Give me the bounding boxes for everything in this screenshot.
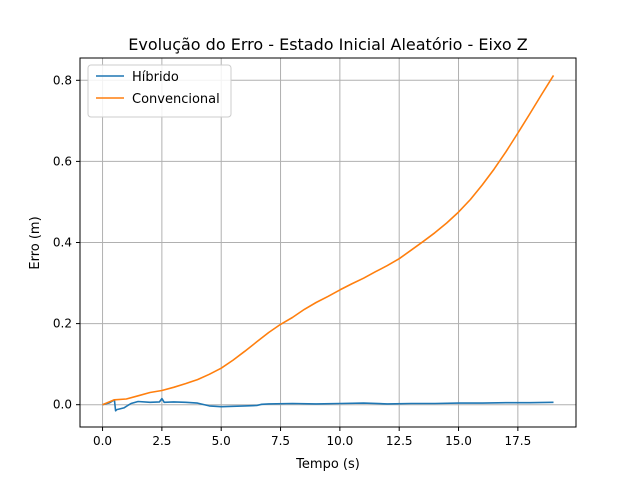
x-axis-label: Tempo (s): [295, 457, 360, 472]
legend: Híbrido Convencional: [87, 64, 232, 118]
legend-label-1: Convencional: [132, 92, 220, 107]
legend-box: [87, 64, 232, 118]
legend-label-0: Híbrido: [132, 70, 179, 85]
grid: [80, 58, 576, 427]
x-tick-label: 17.5: [504, 434, 531, 448]
series-line-0: [102, 397, 554, 412]
series-lines: [102, 74, 555, 412]
y-tick-label: 0.2: [53, 317, 72, 331]
series-line-1: [102, 74, 555, 406]
x-tick-label: 10.0: [327, 434, 354, 448]
x-tick-label: 0.0: [93, 434, 112, 448]
y-tick-label: 0.8: [53, 73, 72, 87]
x-tick-label: 15.0: [445, 434, 472, 448]
axes: [76, 57, 577, 431]
y-tick-label: 0.0: [53, 398, 72, 412]
chart-title: Evolução do Erro - Estado Inicial Aleató…: [128, 35, 528, 54]
x-tick-label: 2.5: [152, 434, 171, 448]
y-axis-label: Erro (m): [28, 216, 43, 269]
y-tick-label: 0.4: [53, 236, 72, 250]
x-tick-label: 7.5: [271, 434, 290, 448]
x-tick-label: 5.0: [212, 434, 231, 448]
plot-frame: [79, 57, 577, 428]
x-tick-label: 12.5: [386, 434, 413, 448]
y-tick-label: 0.6: [53, 154, 72, 168]
tick-labels: 0.0 2.5 5.0 7.5 10.0 12.5 15.0 17.5 0.0 0.2 0.4 0.6…: [53, 73, 531, 448]
